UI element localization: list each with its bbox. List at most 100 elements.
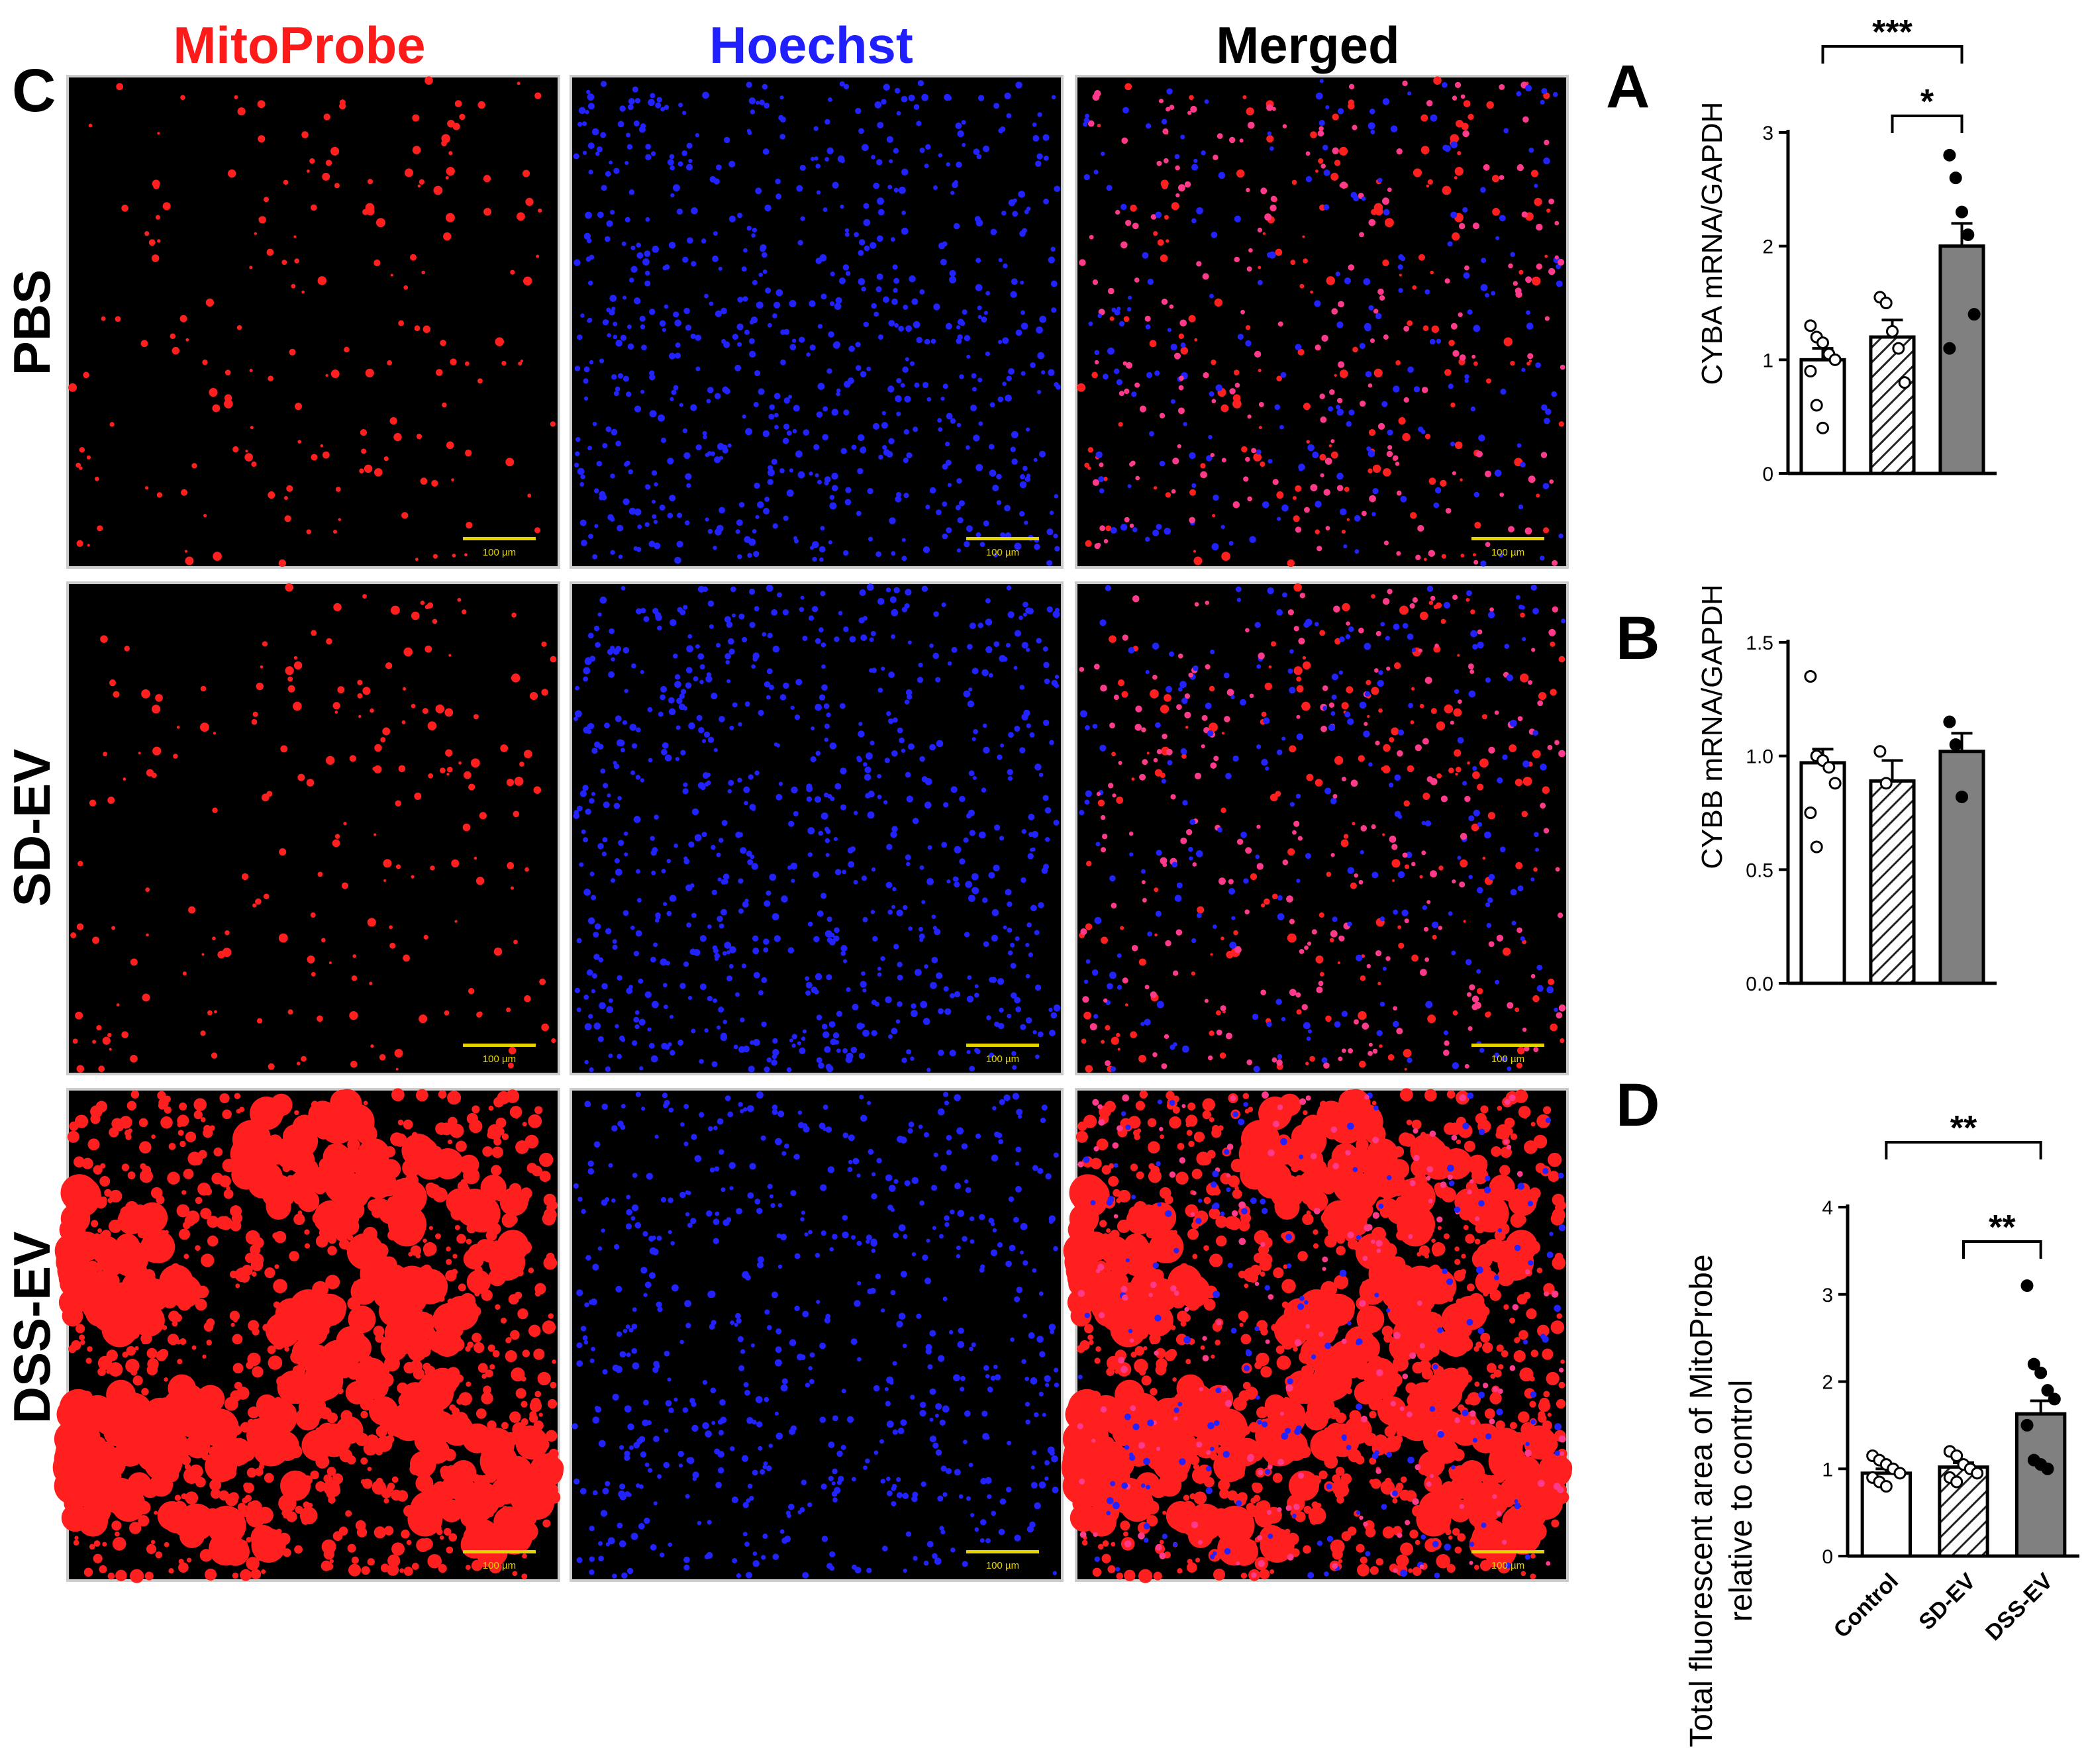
- mito-signal-dot: [1315, 529, 1320, 534]
- nucleus-dot: [787, 1513, 791, 1518]
- nucleus-dot: [607, 332, 611, 338]
- nucleus-dot: [911, 1003, 917, 1009]
- mito-signal-dot: [168, 1310, 180, 1322]
- nucleus-dot: [971, 887, 979, 895]
- nucleus-dot: [681, 150, 687, 156]
- nucleus-dot: [1402, 80, 1408, 87]
- nucleus-dot: [786, 430, 792, 436]
- nucleus-dot: [1183, 422, 1187, 426]
- nucleus-dot: [887, 184, 893, 189]
- mito-signal-dot: [387, 360, 393, 366]
- nucleus-dot: [678, 103, 683, 108]
- mito-signal-dot: [1544, 254, 1548, 258]
- nucleus-dot: [589, 1526, 595, 1532]
- mito-signal-dot: [267, 1346, 276, 1354]
- mito-signal-dot: [386, 1485, 394, 1493]
- mito-signal-dot: [382, 1206, 387, 1211]
- nucleus-dot: [695, 366, 701, 371]
- nucleus-dot: [1547, 744, 1553, 750]
- mito-signal-dot: [1350, 882, 1357, 889]
- mito-signal-dot: [541, 689, 548, 696]
- nucleus-dot: [737, 213, 743, 219]
- mito-signal-dot: [94, 1233, 100, 1239]
- nucleus-dot: [760, 1135, 766, 1141]
- nucleus-dot: [975, 532, 981, 538]
- mito-signal-dot: [1332, 113, 1339, 121]
- nucleus-dot: [809, 300, 816, 307]
- mito-signal-dot: [1262, 232, 1266, 235]
- mito-signal-dot: [1268, 665, 1272, 669]
- nucleus-dot: [829, 301, 835, 307]
- mito-signal-dot: [1275, 248, 1283, 256]
- mito-signal-dot: [517, 81, 521, 85]
- mito-signal-dot: [99, 1458, 107, 1467]
- mito-signal-dot: [211, 1489, 221, 1499]
- mito-signal-dot: [446, 1546, 454, 1554]
- mito-signal-dot: [353, 1173, 358, 1178]
- nucleus-dot: [1315, 344, 1321, 351]
- nucleus-dot: [1527, 680, 1533, 685]
- nucleus-dot: [1240, 831, 1247, 838]
- nucleus-dot: [1258, 401, 1264, 407]
- nucleus-dot: [826, 916, 832, 922]
- nucleus-dot: [1472, 222, 1479, 230]
- mito-signal-dot: [1315, 956, 1324, 963]
- nucleus-dot: [727, 443, 732, 448]
- nucleus-dot: [717, 1467, 724, 1474]
- mito-signal-dot: [240, 1540, 248, 1548]
- nucleus-dot: [1140, 1022, 1145, 1026]
- nucleus-dot: [1314, 622, 1319, 626]
- nucleus-dot: [799, 607, 805, 612]
- nucleus-dot: [983, 145, 990, 152]
- mito-signal-dot: [1166, 239, 1169, 243]
- mito-signal-dot: [209, 1125, 215, 1131]
- nucleus-dot: [609, 209, 615, 215]
- mito-signal-dot: [1290, 260, 1296, 266]
- nucleus-dot: [1025, 427, 1030, 432]
- mito-signal-dot: [130, 1055, 138, 1063]
- mito-signal-dot: [1550, 689, 1557, 696]
- mito-signal-dot: [411, 611, 420, 620]
- nucleus-dot: [1019, 685, 1024, 690]
- mito-signal-dot: [1485, 1011, 1491, 1018]
- nucleus-dot: [1499, 175, 1505, 180]
- nucleus-dot: [1200, 471, 1207, 479]
- nucleus-dot: [1020, 310, 1025, 315]
- nucleus-dot: [1099, 619, 1107, 626]
- nucleus-dot: [1132, 595, 1140, 603]
- nucleus-dot: [651, 1001, 659, 1008]
- nucleus-dot: [1494, 469, 1502, 477]
- nucleus-dot: [1170, 399, 1176, 404]
- nucleus-dot: [1421, 387, 1428, 393]
- mito-signal-dot: [70, 932, 77, 938]
- nucleus-dot: [1516, 927, 1522, 934]
- nucleus-dot: [718, 1006, 724, 1013]
- nucleus-dot: [1182, 800, 1188, 806]
- mito-signal-dot: [529, 1400, 542, 1412]
- nucleus-dot: [591, 895, 597, 901]
- nucleus-dot: [593, 1141, 601, 1148]
- nucleus-dot: [753, 971, 760, 979]
- mito-signal-dot: [467, 1341, 474, 1348]
- nucleus-dot: [1485, 293, 1489, 298]
- mito-signal-dot: [537, 1371, 551, 1386]
- mito-signal-dot: [1188, 315, 1196, 322]
- nucleus-dot: [1006, 375, 1012, 381]
- mito-signal-dot: [426, 1412, 440, 1426]
- mito-signal-dot: [265, 1187, 276, 1197]
- mito-signal-dot: [387, 1230, 398, 1241]
- mito-signal-dot: [209, 1479, 222, 1491]
- nucleus-dot: [721, 307, 727, 315]
- nucleus-dot: [913, 320, 920, 328]
- mito-signal-dot: [291, 283, 296, 289]
- nucleus-dot: [883, 83, 890, 91]
- nucleus-dot: [969, 1216, 975, 1222]
- nucleus-dot: [791, 879, 795, 883]
- nucleus-dot: [718, 1430, 724, 1436]
- nucleus-dot: [1145, 123, 1152, 129]
- nucleus-dot: [1213, 924, 1217, 929]
- micrograph-background: [1075, 75, 1569, 569]
- nucleus-dot: [738, 908, 744, 914]
- nucleus-dot: [1166, 88, 1173, 95]
- nucleus-dot: [1400, 256, 1406, 262]
